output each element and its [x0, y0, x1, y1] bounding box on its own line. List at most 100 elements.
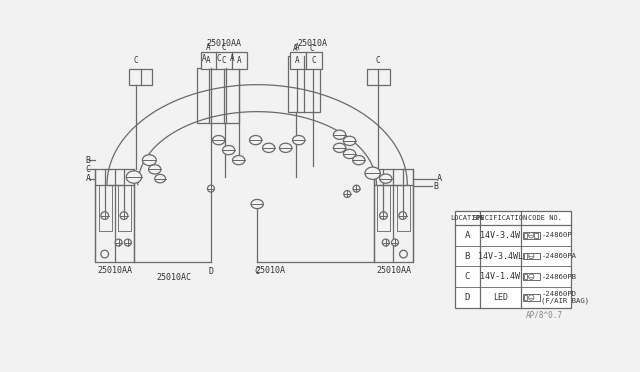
Text: -24860PB: -24860PB [541, 274, 576, 280]
Ellipse shape [232, 155, 245, 165]
Circle shape [353, 185, 360, 192]
Ellipse shape [344, 136, 356, 145]
Text: A: A [237, 56, 242, 65]
Bar [524, 295, 527, 300]
Bar [367, 69, 390, 85]
Text: AP/8^0.7: AP/8^0.7 [526, 311, 563, 320]
Text: 14V-3.4W: 14V-3.4W [481, 231, 520, 240]
Text: D: D [209, 267, 214, 276]
Ellipse shape [292, 135, 305, 145]
Text: D: D [465, 293, 470, 302]
Ellipse shape [333, 130, 346, 140]
Text: C: C [86, 165, 90, 174]
Text: C: C [255, 267, 260, 276]
Text: A: A [206, 56, 211, 65]
Circle shape [101, 250, 109, 258]
Ellipse shape [148, 165, 161, 174]
Ellipse shape [212, 135, 225, 145]
Text: C: C [133, 57, 138, 65]
Ellipse shape [262, 143, 275, 153]
Bar [534, 232, 538, 238]
Text: 25010A: 25010A [255, 266, 285, 275]
Text: CODE NO.: CODE NO. [528, 215, 562, 221]
Circle shape [382, 239, 389, 246]
Bar [95, 169, 134, 262]
Text: A: A [293, 44, 298, 53]
Ellipse shape [353, 155, 365, 165]
Text: C: C [216, 54, 221, 63]
Text: 14V-1.4W: 14V-1.4W [481, 272, 520, 281]
Bar [201, 52, 247, 69]
Ellipse shape [250, 135, 262, 145]
Text: 25010AA: 25010AA [376, 266, 411, 275]
Circle shape [399, 212, 406, 219]
Bar [523, 273, 540, 280]
Text: 25010AA: 25010AA [207, 39, 241, 48]
Circle shape [101, 212, 109, 219]
Text: -24860PA: -24860PA [541, 253, 576, 259]
Circle shape [124, 239, 131, 246]
Bar [524, 253, 527, 259]
Text: A: A [86, 174, 90, 183]
Ellipse shape [380, 174, 392, 183]
Text: C: C [465, 272, 470, 281]
Bar [455, 211, 570, 308]
Text: C: C [311, 56, 316, 65]
Text: 25010AC: 25010AC [157, 273, 191, 282]
Bar [129, 69, 152, 85]
Bar [288, 56, 320, 112]
Bar [289, 52, 322, 69]
Ellipse shape [529, 253, 534, 259]
Bar [523, 232, 540, 239]
Text: A: A [295, 42, 300, 52]
Circle shape [344, 190, 351, 198]
Ellipse shape [223, 145, 235, 155]
Text: A: A [465, 231, 470, 240]
Text: B: B [86, 155, 90, 165]
Text: C: C [221, 56, 227, 65]
Text: C: C [221, 42, 227, 52]
Bar [523, 253, 540, 260]
Text: A: A [202, 54, 206, 63]
Ellipse shape [529, 274, 534, 279]
Circle shape [380, 212, 387, 219]
Bar [99, 185, 111, 231]
Text: A: A [437, 174, 442, 183]
Bar [524, 232, 527, 238]
Text: LOCATION: LOCATION [451, 215, 484, 221]
Text: -24860PD
(F/AIR BAG): -24860PD (F/AIR BAG) [541, 291, 589, 304]
Ellipse shape [155, 174, 166, 183]
Ellipse shape [126, 171, 141, 183]
Text: A: A [230, 54, 235, 63]
Circle shape [207, 185, 214, 192]
Ellipse shape [251, 199, 263, 209]
Text: B: B [465, 251, 470, 260]
Ellipse shape [280, 143, 292, 153]
Circle shape [399, 250, 407, 258]
Ellipse shape [143, 155, 156, 166]
Bar [523, 294, 540, 301]
Text: LED: LED [493, 293, 508, 302]
Ellipse shape [333, 143, 346, 153]
Bar [118, 185, 131, 231]
Text: C: C [310, 44, 314, 53]
Bar [197, 68, 239, 123]
Text: B: B [433, 182, 438, 191]
Text: A: A [206, 42, 211, 52]
Bar [374, 169, 413, 262]
Circle shape [115, 239, 122, 246]
Text: 14V-3.4WL: 14V-3.4WL [478, 251, 523, 260]
Ellipse shape [344, 150, 356, 158]
Ellipse shape [529, 232, 534, 238]
Bar [524, 274, 527, 279]
Text: SPECIFICATION: SPECIFICATION [473, 215, 528, 221]
Text: C: C [376, 57, 380, 65]
Bar [378, 185, 390, 231]
Circle shape [120, 212, 128, 219]
Text: 25010A: 25010A [298, 39, 328, 48]
Ellipse shape [529, 295, 534, 300]
Circle shape [392, 239, 399, 246]
Ellipse shape [365, 167, 380, 179]
Text: -24860P: -24860P [541, 232, 572, 238]
Text: A: A [295, 56, 300, 65]
